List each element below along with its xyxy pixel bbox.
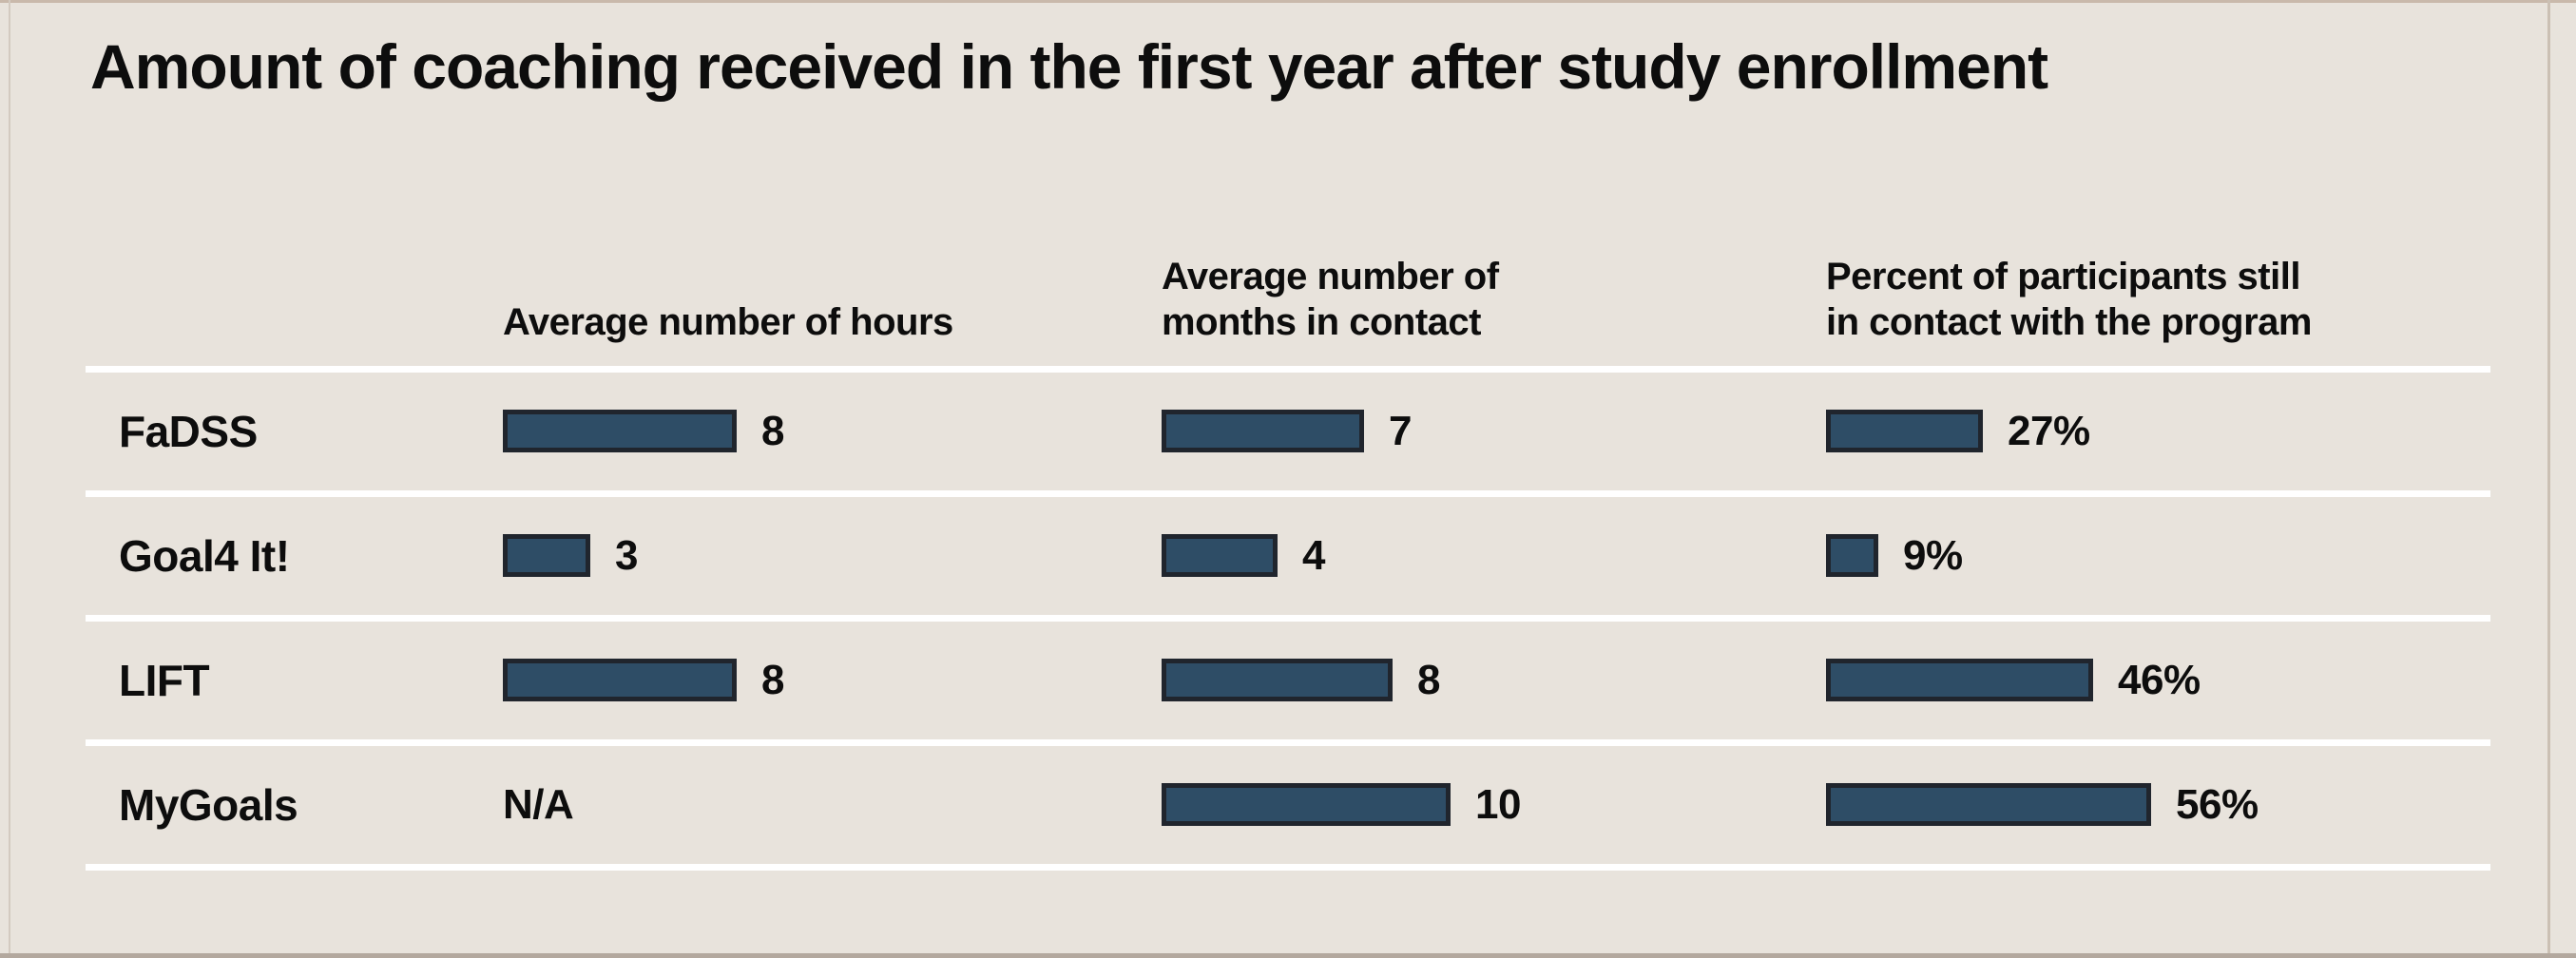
column-header-hours: Average number of hours <box>503 300 953 343</box>
column-header-percent: Percent of participants still in contact… <box>1826 255 2312 343</box>
cell-goal4it-hours: 3 <box>503 532 1162 580</box>
row-label-mygoals: MyGoals <box>119 779 298 830</box>
value-label: 9% <box>1903 531 1963 579</box>
frame-bottom-line <box>0 953 2576 958</box>
table-row-fadss: FaDSS 8 7 27% <box>0 373 2576 490</box>
row-separator <box>86 863 2490 871</box>
cell-fadss-percent: 27% <box>1826 408 2576 455</box>
bar-fadss-hours <box>503 410 737 453</box>
cell-fadss-hours: 8 <box>503 408 1162 455</box>
frame-right-line <box>2547 0 2550 958</box>
value-label: 4 <box>1302 531 1325 579</box>
cell-lift-percent: 46% <box>1826 657 2576 704</box>
table-row-goal4it: Goal4 It! 3 4 9% <box>0 497 2576 615</box>
row-label-goal4it: Goal4 It! <box>119 530 290 581</box>
bar-mygoals-months <box>1162 783 1451 827</box>
column-header-row: Average number of hours Average number o… <box>0 101 2576 366</box>
row-label-lift: LIFT <box>119 655 210 705</box>
table-row-lift: LIFT 8 8 46% <box>0 622 2576 739</box>
bar-fadss-months <box>1162 410 1364 453</box>
column-header-months: Average number of months in contact <box>1162 255 1499 343</box>
bar-goal4it-percent <box>1826 534 1878 578</box>
row-separator <box>86 489 2490 497</box>
value-label: 27% <box>2008 407 2090 454</box>
bar-lift-percent <box>1826 659 2093 702</box>
cell-mygoals-percent: 56% <box>1826 781 2576 829</box>
value-label: 8 <box>761 407 784 454</box>
bar-lift-hours <box>503 659 737 702</box>
table-row-mygoals: MyGoals N/A 10 56% <box>0 746 2576 864</box>
value-label: 3 <box>615 531 638 579</box>
bar-goal4it-hours <box>503 534 590 578</box>
value-label-na: N/A <box>503 780 574 828</box>
frame-top-line <box>0 0 2576 3</box>
cell-mygoals-hours: N/A <box>503 781 1162 829</box>
cell-goal4it-months: 4 <box>1162 532 1826 580</box>
row-separator <box>86 365 2490 373</box>
row-separator <box>86 614 2490 622</box>
row-label-fadss: FaDSS <box>119 406 258 456</box>
bar-fadss-percent <box>1826 410 1983 453</box>
value-label: 8 <box>761 656 784 703</box>
value-label: 8 <box>1417 656 1440 703</box>
value-label: 56% <box>2176 780 2259 828</box>
value-label: 7 <box>1389 407 1412 454</box>
bar-mygoals-percent <box>1826 783 2151 827</box>
bar-goal4it-months <box>1162 534 1278 578</box>
cell-lift-months: 8 <box>1162 657 1826 704</box>
frame-left-line <box>9 0 10 958</box>
bar-lift-months <box>1162 659 1393 702</box>
cell-lift-hours: 8 <box>503 657 1162 704</box>
row-separator <box>86 738 2490 746</box>
cell-mygoals-months: 10 <box>1162 781 1826 829</box>
chart-title: Amount of coaching received in the first… <box>90 31 2048 102</box>
value-label: 46% <box>2118 656 2201 703</box>
cell-goal4it-percent: 9% <box>1826 532 2576 580</box>
cell-fadss-months: 7 <box>1162 408 1826 455</box>
value-label: 10 <box>1475 780 1521 828</box>
